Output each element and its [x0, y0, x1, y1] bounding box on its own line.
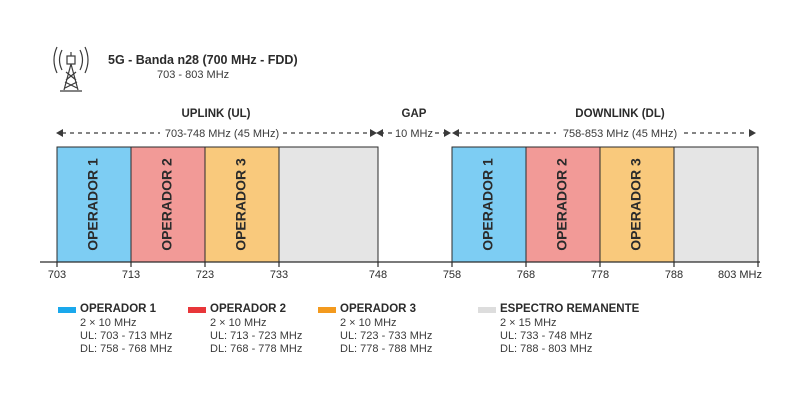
legend-item-espectro-remanente: ESPECTRO REMANENTE 2 × 15 MHz UL: 733 - … — [478, 303, 639, 356]
axis-tick-label: 803 MHz — [718, 269, 762, 281]
spectrum-blocks: OPERADOR 1 OPERADOR 2 OPERADOR 3 OPERADOR 1… — [56, 146, 759, 263]
axis-tick-label: 788 — [665, 269, 683, 281]
legend-line: DL: 768 - 778 MHz — [210, 343, 303, 355]
legend-name: OPERADOR 2 — [210, 303, 287, 315]
legend-line: UL: 723 - 733 MHz — [340, 330, 433, 342]
diagram-subtitle: 703 - 803 MHz — [157, 69, 229, 81]
spectrum-block-723-733 — [204, 146, 280, 263]
spectrum-block-778-788 — [599, 146, 675, 263]
legend-line: 2 × 10 MHz — [210, 317, 267, 329]
axis-tick-label: 778 — [591, 269, 609, 281]
spectrum-block-713-723 — [130, 146, 206, 263]
legend-line: UL: 733 - 748 MHz — [500, 330, 593, 342]
legend-line: 2 × 10 MHz — [340, 317, 397, 329]
legend-line: UL: 703 - 713 MHz — [80, 330, 173, 342]
diagram-title: 5G - Banda n28 (700 MHz - FDD) — [108, 53, 298, 67]
spectrum-block-733-748 — [278, 146, 379, 263]
block-label: OPERADOR 2 — [554, 158, 570, 251]
block-label: OPERADOR 1 — [85, 158, 101, 251]
legend-line: DL: 788 - 803 MHz — [500, 343, 593, 355]
legend-name: OPERADOR 1 — [80, 303, 157, 315]
axis-tick-label: 713 — [122, 269, 140, 281]
legend-name: ESPECTRO REMANENTE — [500, 303, 640, 315]
gap-range: 10 MHz — [395, 128, 433, 140]
spectrum-block-758-768 — [451, 146, 527, 263]
axis-ticks: 703 713 723 733 748 758 768 778 788 803 MHz — [48, 262, 762, 281]
legend-item-operador-2: OPERADOR 2 2 × 10 MHz UL: 713 - 723 MHz … — [188, 303, 302, 356]
spectrum-block-768-778 — [525, 146, 601, 263]
legend-item-operador-1: OPERADOR 1 2 × 10 MHz UL: 703 - 713 MHz … — [58, 303, 172, 356]
block-label: OPERADOR 1 — [480, 158, 496, 251]
legend-line: UL: 713 - 723 MHz — [210, 330, 303, 342]
block-label: OPERADOR 3 — [628, 158, 644, 251]
legend-line: 2 × 15 MHz — [500, 317, 557, 329]
spectrum-block-788-803 — [673, 146, 759, 263]
axis-tick-label: 723 — [196, 269, 214, 281]
axis-tick-label: 768 — [517, 269, 535, 281]
downlink-label: DOWNLINK (DL) — [575, 108, 665, 120]
downlink-range: 758-853 MHz (45 MHz) — [563, 128, 677, 140]
uplink-range: 703-748 MHz (45 MHz) — [165, 128, 279, 140]
spectrum-block-703-713 — [56, 146, 132, 263]
block-label: OPERADOR 2 — [159, 158, 175, 251]
axis-tick-label: 748 — [369, 269, 387, 281]
legend-line: DL: 758 - 768 MHz — [80, 343, 173, 355]
legend-item-operador-3: OPERADOR 3 2 × 10 MHz UL: 723 - 733 MHz … — [318, 303, 432, 356]
legend-swatch — [188, 306, 206, 313]
legend-name: OPERADOR 3 — [340, 303, 417, 315]
arrow-heads — [56, 129, 756, 137]
axis-tick-label: 733 — [270, 269, 288, 281]
axis-tick-label: 703 — [48, 269, 66, 281]
legend-swatch — [58, 306, 76, 313]
block-label: OPERADOR 3 — [233, 158, 249, 251]
uplink-label: UPLINK (UL) — [182, 108, 251, 120]
legend-swatch — [318, 306, 336, 313]
gap-label: GAP — [402, 108, 427, 120]
axis-tick-label: 758 — [443, 269, 461, 281]
legend-line: 2 × 10 MHz — [80, 317, 137, 329]
legend-line: DL: 778 - 788 MHz — [340, 343, 433, 355]
legend-swatch — [478, 306, 496, 313]
cell-tower-icon — [53, 46, 89, 92]
